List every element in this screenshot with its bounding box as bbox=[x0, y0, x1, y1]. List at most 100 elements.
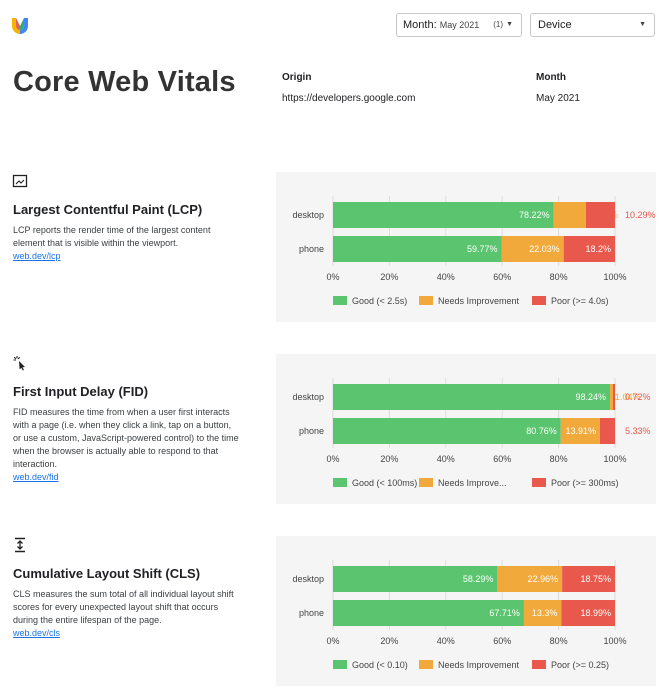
data-label: 13.91% bbox=[565, 426, 596, 436]
legend-label: Needs Improvement bbox=[438, 660, 520, 670]
legend-label: Good (< 2.5s) bbox=[352, 296, 407, 306]
device-select[interactable]: Device ▼ bbox=[530, 13, 655, 37]
fid-chart-panel: 0% 20% 40% 60% 80% 100% desktop 98.24% 1.04% 0.72… bbox=[276, 354, 656, 504]
lcp-image-icon bbox=[12, 174, 28, 188]
data-label: 22.03% bbox=[529, 244, 560, 254]
legend-label: Good (< 100ms) bbox=[352, 478, 417, 488]
legend-swatch bbox=[419, 660, 433, 669]
cls-title: Cumulative Layout Shift (CLS) bbox=[13, 566, 201, 581]
lcp-chart-panel: 0%20%40%60%80%100%desktop78.22%11.49%10.… bbox=[276, 172, 656, 322]
device-select-value: Device bbox=[538, 19, 572, 31]
data-label: 18.2% bbox=[585, 244, 611, 254]
data-label: 10.29% bbox=[625, 210, 656, 220]
data-label: 5.33% bbox=[625, 426, 651, 436]
x-tick-label: 80% bbox=[550, 454, 568, 464]
x-tick-label: 20% bbox=[380, 272, 398, 282]
fid-description: FID measures the time from when a user f… bbox=[13, 406, 241, 484]
bar-segment bbox=[497, 566, 563, 592]
cls-link[interactable]: web.dev/cls bbox=[13, 628, 61, 638]
x-tick-label: 100% bbox=[603, 636, 626, 646]
legend-swatch bbox=[333, 296, 347, 305]
lcp-description: LCP reports the render time of the large… bbox=[13, 224, 241, 263]
data-label: 59.77% bbox=[467, 244, 498, 254]
lcp-chart: 0%20%40%60%80%100%desktop78.22%11.49%10.… bbox=[292, 196, 656, 306]
month-select-count: (1) bbox=[493, 20, 503, 29]
legend-swatch bbox=[333, 660, 347, 669]
legend-swatch bbox=[532, 296, 546, 305]
x-tick-label: 60% bbox=[493, 636, 511, 646]
x-tick-label: 0% bbox=[326, 272, 339, 282]
category-label: desktop bbox=[292, 574, 324, 584]
category-label: desktop bbox=[292, 392, 324, 402]
x-tick-label: 20% bbox=[380, 454, 398, 464]
bar-segment bbox=[333, 600, 524, 626]
month-select[interactable]: Month: May 2021 (1) ▼ bbox=[396, 13, 522, 37]
cls-description-text: CLS measures the sum total of all indivi… bbox=[13, 589, 234, 625]
bar-segment bbox=[333, 202, 554, 228]
chevron-down-icon: ▼ bbox=[506, 21, 513, 28]
x-tick-label: 40% bbox=[437, 636, 455, 646]
lcp-link[interactable]: web.dev/lcp bbox=[13, 251, 61, 261]
x-tick-label: 40% bbox=[437, 454, 455, 464]
bar-segment bbox=[333, 384, 611, 410]
x-tick-label: 100% bbox=[603, 454, 626, 464]
x-tick-label: 40% bbox=[437, 272, 455, 282]
bar-segment bbox=[599, 418, 615, 444]
month-label: Month bbox=[536, 72, 566, 83]
month-select-value: May 2021 bbox=[439, 20, 480, 30]
fid-title: First Input Delay (FID) bbox=[13, 384, 149, 399]
x-tick-label: 60% bbox=[493, 272, 511, 282]
data-label: 58.29% bbox=[463, 574, 494, 584]
x-tick-label: 80% bbox=[550, 272, 568, 282]
x-tick-label: 100% bbox=[603, 272, 626, 282]
data-label: 0.72% bbox=[625, 392, 651, 402]
x-tick-label: 0% bbox=[326, 636, 339, 646]
legend-swatch bbox=[532, 660, 546, 669]
legend-swatch bbox=[419, 478, 433, 487]
chevron-down-icon: ▼ bbox=[639, 21, 646, 28]
origin-label: Origin bbox=[282, 72, 312, 83]
data-label: 13.3% bbox=[532, 608, 558, 618]
cls-description: CLS measures the sum total of all indivi… bbox=[13, 588, 241, 640]
legend-swatch bbox=[419, 296, 433, 305]
cls-chart-panel: 0% 20% 40% 60% 80% 100% desktop 58.29% 22.96% 18.… bbox=[276, 536, 656, 686]
data-label: 18.75% bbox=[580, 574, 611, 584]
category-label: phone bbox=[299, 426, 324, 436]
legend-label: Poor (>= 4.0s) bbox=[551, 296, 609, 306]
legend-label: Poor (>= 300ms) bbox=[551, 478, 619, 488]
bar-segment bbox=[501, 236, 564, 262]
bar-segment bbox=[560, 418, 600, 444]
bar-segment bbox=[561, 600, 615, 626]
bar-segment bbox=[562, 566, 615, 592]
cls-chart: 0% 20% 40% 60% 80% 100% desktop 58.29% 22.96% 18.… bbox=[292, 560, 627, 670]
bar-segment bbox=[333, 566, 498, 592]
bar-segment bbox=[553, 202, 586, 228]
fid-link[interactable]: web.dev/fid bbox=[13, 472, 59, 482]
month-value: May 2021 bbox=[536, 93, 580, 104]
bar-segment bbox=[563, 236, 615, 262]
legend-label: Needs Improve... bbox=[438, 478, 507, 488]
category-label: phone bbox=[299, 244, 324, 254]
bar-segment bbox=[585, 202, 615, 228]
legend-swatch bbox=[532, 478, 546, 487]
data-label: 80.76% bbox=[526, 426, 557, 436]
data-label: 67.71% bbox=[489, 608, 520, 618]
bar-segment bbox=[612, 384, 615, 410]
data-label: 22.96% bbox=[528, 574, 559, 584]
lcp-description-text: LCP reports the render time of the large… bbox=[13, 225, 211, 248]
data-label: 78.22% bbox=[519, 210, 550, 220]
x-tick-label: 0% bbox=[326, 454, 339, 464]
bar-segment bbox=[333, 236, 502, 262]
data-label: 1.04% bbox=[615, 392, 641, 402]
data-label: 18.99% bbox=[580, 608, 611, 618]
origin-value: https://developers.google.com bbox=[282, 93, 416, 104]
category-label: desktop bbox=[292, 210, 324, 220]
legend-swatch bbox=[333, 478, 347, 487]
fid-description-text: FID measures the time from when a user f… bbox=[13, 407, 239, 469]
bar-segment bbox=[610, 384, 613, 410]
page-title: Core Web Vitals bbox=[13, 66, 236, 98]
legend-label: Poor (>= 0.25) bbox=[551, 660, 609, 670]
fid-chart: 0% 20% 40% 60% 80% 100% desktop 98.24% 1.04%0.72… bbox=[292, 378, 651, 488]
legend-label: Needs Improvement bbox=[438, 296, 520, 306]
data-label: 98.24% bbox=[576, 392, 607, 402]
